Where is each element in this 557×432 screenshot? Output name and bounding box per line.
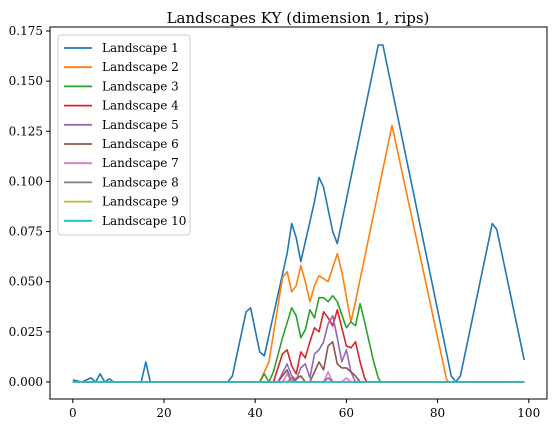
- legend-entry-label: Landscape 3: [102, 79, 179, 93]
- x-tick-label: 0: [69, 406, 77, 420]
- legend-entry-label: Landscape 4: [102, 99, 179, 113]
- y-axis: 0.000 0.025 0.050 0.075 0.100 0.125 0.150 0.175: [9, 24, 50, 389]
- y-tick-label: 0.075: [9, 225, 43, 239]
- y-tick-label: 0.050: [9, 275, 43, 289]
- x-tick-label: 40: [248, 406, 263, 420]
- legend-entry-label: Landscape 5: [102, 118, 179, 132]
- x-tick-label: 100: [517, 406, 540, 420]
- legend-entry-label: Landscape 7: [102, 156, 179, 170]
- y-tick-label: 0.025: [9, 325, 43, 339]
- legend-entry-label: Landscape 1: [102, 41, 179, 55]
- legend-entry-label: Landscape 10: [102, 214, 186, 228]
- x-tick-label: 20: [156, 406, 171, 420]
- y-tick-label: 0.000: [9, 375, 43, 389]
- y-tick-label: 0.100: [9, 174, 43, 188]
- x-axis: 0 20 40 60 80 100: [69, 399, 540, 420]
- chart-title: Landscapes KY (dimension 1, rips): [167, 9, 430, 27]
- y-tick-label: 0.150: [9, 74, 43, 88]
- legend: Landscape 1 Landscape 2 Landscape 3 Landsca…: [58, 35, 190, 235]
- series-line-3: [73, 296, 524, 382]
- x-tick-label: 80: [430, 406, 445, 420]
- x-tick-label: 60: [339, 406, 354, 420]
- y-tick-label: 0.125: [9, 124, 43, 138]
- legend-entry-label: Landscape 6: [102, 137, 179, 151]
- legend-entry-label: Landscape 9: [102, 195, 179, 209]
- legend-entry-label: Landscape 8: [102, 175, 179, 189]
- y-tick-label: 0.175: [9, 24, 43, 38]
- legend-entry-label: Landscape 2: [102, 60, 179, 74]
- series-line-4: [73, 310, 524, 382]
